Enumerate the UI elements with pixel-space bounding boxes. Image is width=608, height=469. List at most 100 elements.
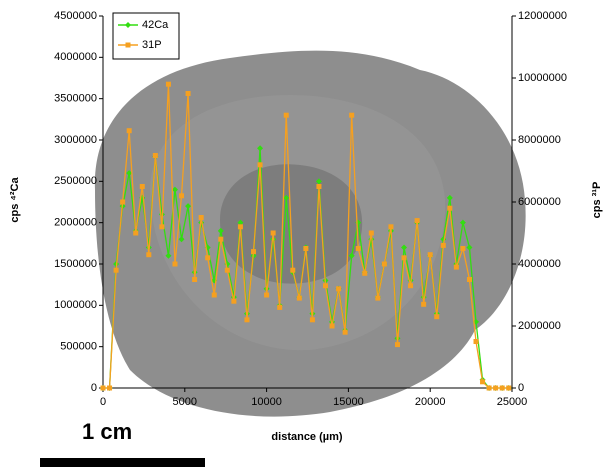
- point: [237, 224, 243, 230]
- point: [211, 292, 217, 298]
- y2-tick-label: 10000000: [518, 72, 567, 84]
- point: [270, 230, 276, 236]
- point: [152, 153, 158, 158]
- point: [316, 184, 322, 189]
- x-tick-label: 15000: [333, 396, 364, 408]
- point: [192, 277, 198, 282]
- legend-marker: [125, 42, 131, 48]
- point: [146, 252, 152, 258]
- point: [446, 194, 453, 201]
- point: [126, 128, 132, 134]
- y2-tick-label: 6000000: [518, 196, 561, 208]
- y2-tick-label: 2000000: [518, 320, 561, 332]
- point: [315, 178, 322, 185]
- point: [257, 162, 263, 168]
- point: [139, 184, 145, 189]
- point: [172, 261, 178, 267]
- point: [171, 186, 178, 193]
- y2-tick-label: 4000000: [518, 258, 561, 270]
- point: [290, 267, 296, 273]
- point: [251, 249, 257, 255]
- point: [493, 385, 499, 391]
- point: [459, 219, 466, 226]
- point: [362, 270, 368, 276]
- y-tick-label: 1000000: [54, 299, 97, 311]
- point: [120, 199, 126, 205]
- point: [179, 193, 185, 199]
- point: [257, 145, 264, 152]
- point: [466, 244, 473, 251]
- x-tick-label: 5000: [173, 396, 197, 408]
- point: [309, 317, 315, 323]
- legend-marker: [125, 22, 131, 28]
- point: [165, 252, 172, 259]
- point: [348, 252, 355, 259]
- point: [434, 314, 440, 320]
- point: [329, 323, 335, 329]
- x-tick-label: 20000: [415, 396, 446, 408]
- point: [427, 252, 433, 258]
- point: [100, 385, 106, 391]
- point: [126, 170, 133, 177]
- y-tick-label: 4500000: [54, 10, 97, 22]
- point: [283, 112, 289, 118]
- x-tick-label: 10000: [251, 396, 282, 408]
- y-tick-label: 0: [91, 382, 97, 394]
- point: [499, 385, 505, 391]
- point: [244, 317, 250, 323]
- point: [473, 339, 479, 344]
- point: [408, 283, 414, 289]
- point: [342, 329, 348, 335]
- point: [198, 215, 204, 220]
- point: [178, 236, 185, 243]
- point: [355, 246, 361, 251]
- point: [159, 224, 165, 230]
- point: [453, 264, 459, 270]
- point: [414, 218, 420, 224]
- point: [401, 244, 408, 251]
- point: [486, 385, 492, 391]
- legend-label: 31P: [142, 39, 162, 51]
- scale-bar: [40, 458, 205, 467]
- point: [264, 292, 270, 298]
- point: [185, 203, 192, 210]
- point: [394, 342, 400, 348]
- point: [277, 304, 283, 310]
- point: [421, 301, 427, 307]
- point: [218, 236, 224, 242]
- y2-tick-label: 0: [518, 382, 524, 394]
- point: [506, 385, 512, 391]
- point: [368, 230, 374, 236]
- x-tick-label: 0: [100, 396, 106, 408]
- point: [388, 224, 394, 230]
- legend-box: [112, 12, 180, 60]
- scale-label: 1 cm: [82, 419, 132, 444]
- y-tick-label: 3000000: [54, 134, 97, 146]
- point: [217, 227, 224, 234]
- point: [296, 295, 302, 301]
- point: [381, 261, 387, 267]
- point: [303, 246, 309, 251]
- x-axis-label: distance (µm): [271, 431, 342, 443]
- point: [205, 255, 211, 261]
- point: [185, 91, 191, 96]
- y2-axis-label: cps ³¹P: [591, 182, 603, 219]
- y-tick-label: 2000000: [54, 217, 97, 229]
- point: [460, 246, 466, 251]
- legend-label: 42Ca: [142, 19, 169, 31]
- point: [113, 267, 119, 273]
- point: [480, 379, 486, 385]
- y-tick-label: 2500000: [54, 175, 97, 187]
- point: [231, 298, 237, 304]
- point: [336, 286, 342, 292]
- point: [107, 385, 113, 391]
- point: [283, 194, 290, 201]
- point: [447, 205, 453, 211]
- point: [375, 295, 381, 301]
- point: [349, 112, 355, 118]
- point: [133, 230, 139, 236]
- y-tick-label: 4000000: [54, 51, 97, 63]
- y-tick-label: 500000: [60, 341, 97, 353]
- y2-tick-label: 8000000: [518, 134, 561, 146]
